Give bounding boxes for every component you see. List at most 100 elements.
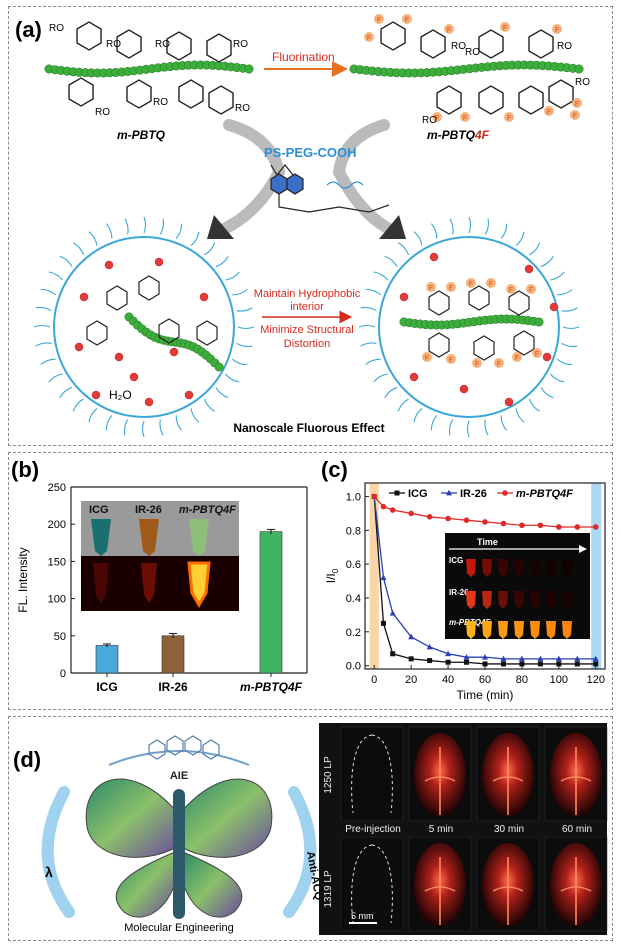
svg-text:F: F [429, 285, 433, 292]
col-label-30: 30 min [494, 824, 524, 835]
y-tick-label: 0.2 [346, 627, 361, 639]
col-label-60: 60 min [562, 824, 592, 835]
series-line [373, 496, 596, 665]
inset-vial [514, 621, 524, 639]
data-point [537, 661, 543, 667]
svg-text:F: F [503, 25, 507, 32]
inset-vial [482, 591, 492, 609]
x-tick-label: 60 [479, 674, 491, 686]
svg-text:RO: RO [106, 39, 121, 50]
water-molecule [199, 292, 209, 302]
panel-a: (a) RO RO RO RO RO RO RO m-PBTQ [8, 6, 613, 446]
series-line [373, 496, 596, 660]
fluorine-atom [402, 14, 412, 24]
water-molecule [144, 397, 154, 407]
inset-vial [466, 559, 476, 577]
fluorine-atom [512, 352, 522, 362]
fluorine-atom [532, 348, 542, 358]
fluorine-atom [572, 98, 582, 108]
svg-text:F: F [449, 285, 453, 292]
panel-a-figure: (a) RO RO RO RO RO RO RO m-PBTQ [15, 14, 590, 438]
encapsulant-label: PS-PEG-COOH [264, 145, 356, 160]
inset-vial [546, 559, 556, 577]
panel-d: (d) AIE λ Anti-ACQ Molecular Engineering [8, 716, 613, 941]
data-point [380, 503, 387, 510]
fluorine-atom [486, 278, 496, 288]
y-tick-label: 0.4 [346, 593, 361, 605]
svg-text:RO: RO [465, 47, 480, 58]
inset-vial [530, 559, 540, 577]
data-point [519, 661, 525, 667]
butterfly-left-label: λ [45, 864, 53, 880]
mid-text-1: Maintain Hydrophobic [254, 288, 361, 300]
data-point [500, 655, 507, 662]
y-tick-label: 1.0 [346, 492, 361, 504]
svg-text:RO: RO [451, 41, 466, 52]
data-point [482, 653, 488, 660]
inset-vial [482, 621, 492, 639]
data-point [445, 650, 452, 657]
x-tick-label: 80 [516, 674, 528, 686]
data-point [427, 658, 433, 664]
inset-label-icg: ICG [89, 504, 109, 516]
data-point [426, 643, 433, 650]
y-tick-label: 250 [48, 482, 66, 494]
col-label-pre: Pre-injection [345, 824, 401, 835]
right-curved-arrow [332, 119, 395, 235]
y-tick-label: 0.0 [346, 661, 361, 673]
data-point [482, 661, 488, 667]
svg-text:F: F [509, 287, 513, 294]
water-molecule [504, 397, 514, 407]
data-point [371, 493, 378, 500]
data-point [556, 524, 562, 530]
panel-b-label: (b) [11, 457, 39, 482]
svg-text:F: F [555, 27, 559, 34]
data-point [463, 517, 470, 523]
svg-text:F: F [463, 115, 467, 122]
col-label-5: 5 min [429, 824, 453, 835]
svg-text:F: F [507, 115, 511, 122]
data-point [390, 651, 396, 657]
fluorine-atom [446, 282, 456, 292]
y-tick-label: 0.6 [346, 559, 361, 571]
mid-text-3: Minimize Structural [260, 324, 354, 336]
legend: ICG IR-26 m-PBTQ4F [389, 488, 573, 500]
data-point [426, 514, 433, 520]
polymer-chain [399, 314, 544, 330]
inset-row-icg: ICG [449, 556, 463, 565]
bar [95, 645, 119, 674]
inset-vial [530, 621, 540, 639]
inset-vial [482, 559, 492, 577]
data-point [500, 661, 506, 667]
data-point [380, 574, 387, 581]
svg-text:RO: RO [235, 103, 250, 114]
water-molecule [104, 260, 114, 270]
inset-vial [466, 591, 476, 609]
panel-a-label: (a) [15, 17, 42, 42]
data-point [556, 661, 562, 667]
data-point [592, 524, 599, 530]
svg-text:F: F [575, 101, 579, 108]
chain-bead [214, 362, 224, 372]
svg-text:RO: RO [155, 39, 170, 50]
panel-c-label: (c) [321, 457, 348, 482]
bar [161, 635, 185, 674]
vial-photo-inset: ICG IR-26 m-PBTQ4F [81, 501, 239, 611]
category-label: m-PBTQ4F [240, 680, 303, 694]
data-point [537, 655, 544, 662]
inset-vial [514, 591, 524, 609]
fluorine-atom [500, 22, 510, 32]
butterfly-illustration: AIE λ Anti-ACQ Molecular Engineering [41, 735, 325, 934]
category-label: IR-26 [158, 680, 188, 694]
svg-text:F: F [367, 35, 371, 42]
data-point [389, 610, 396, 616]
x-tick-label: 20 [405, 674, 417, 686]
inset-row-ir26: IR-26 [449, 588, 469, 597]
polymer-chain [349, 60, 584, 78]
fluorine-atom [494, 358, 504, 368]
water-molecule [542, 352, 552, 362]
ir-imaging-grid: 1250 LP 1319 LP Pre-injection 5 min 30 m… [319, 723, 608, 935]
polymer-chain [124, 312, 224, 372]
